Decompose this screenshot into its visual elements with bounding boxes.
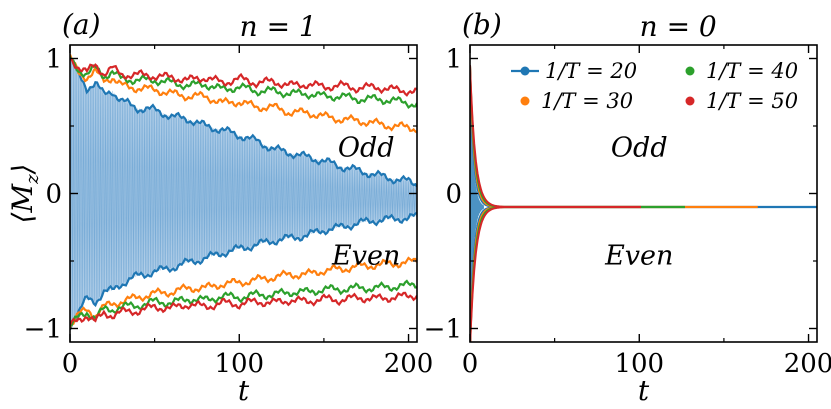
panel-a-even-annotation: Even (331, 240, 400, 271)
series-band-1-T-20 (70, 58, 417, 330)
x-tick-label: 100 (614, 349, 664, 379)
series-line-1-T-30-lower (70, 256, 417, 328)
x-tick-label: 200 (784, 349, 831, 379)
panel-a-y-axis-label: ⟨Mz⟩ (6, 163, 43, 223)
legend-marker (520, 66, 530, 76)
panel-b-tag: (b) (462, 8, 502, 41)
x-tick-label: 0 (462, 349, 479, 379)
series-spike-1-T-20 (470, 71, 484, 335)
y-tick-label: 1 (445, 45, 462, 75)
panel-a-title: n = 1 (240, 10, 317, 43)
panel-a-plot-area (70, 54, 417, 331)
x-tick-label: 0 (62, 349, 79, 379)
panel-b-title: n = 0 (640, 10, 717, 43)
x-tick-label: 100 (214, 349, 264, 379)
series-line-1-T-50-upper (70, 57, 417, 97)
y-axis-label-main: ⟨M (6, 183, 39, 224)
legend-marker (685, 96, 695, 106)
panel-b-odd-annotation: Odd (611, 132, 668, 163)
series-decay-1-T-50-up (470, 65, 505, 208)
series-line-1-T-50-lower (70, 291, 417, 326)
series-decay-1-T-50-down (470, 206, 505, 342)
y-tick-label: 1 (45, 45, 62, 75)
x-tick-label: 200 (384, 349, 434, 379)
panel-b-even-annotation: Even (604, 240, 673, 271)
y-tick-label: 0 (445, 180, 462, 210)
series-line-1-T-40-lower (70, 279, 417, 327)
y-tick-label: −1 (24, 315, 62, 345)
series-line-1-T-20-upper (70, 57, 417, 188)
panel-b-x-axis-label: t (638, 374, 650, 407)
panel-a-frame (69, 44, 418, 343)
y-tick-label: −1 (424, 315, 462, 345)
panel-a-odd-annotation: Odd (338, 132, 395, 163)
legend-label: 1/T = 40 (706, 59, 798, 83)
panel-a-x-axis-label: t (238, 374, 250, 407)
legend-marker (520, 96, 530, 106)
legend-label: 1/T = 20 (545, 59, 637, 83)
legend-label: 1/T = 30 (541, 89, 633, 113)
series-line-1-T-40-upper (70, 56, 417, 110)
legend-label: 1/T = 50 (706, 89, 798, 113)
series-line-1-T-20-lower (70, 211, 417, 331)
panel-a-tag: (a) (62, 8, 101, 41)
y-axis-label-close: ⟩ (6, 163, 39, 175)
y-tick-label: 0 (45, 180, 62, 210)
series-line-1-T-30-upper (70, 54, 417, 134)
panel-b-frame (469, 44, 818, 343)
panel-b-plot-area (470, 65, 817, 342)
legend-marker (685, 66, 695, 76)
panel-b-legend: 1/T = 20 1/T = 40 1/T = 30 1/T = 50 (511, 59, 798, 113)
y-axis-label-subscript: z (22, 174, 43, 185)
